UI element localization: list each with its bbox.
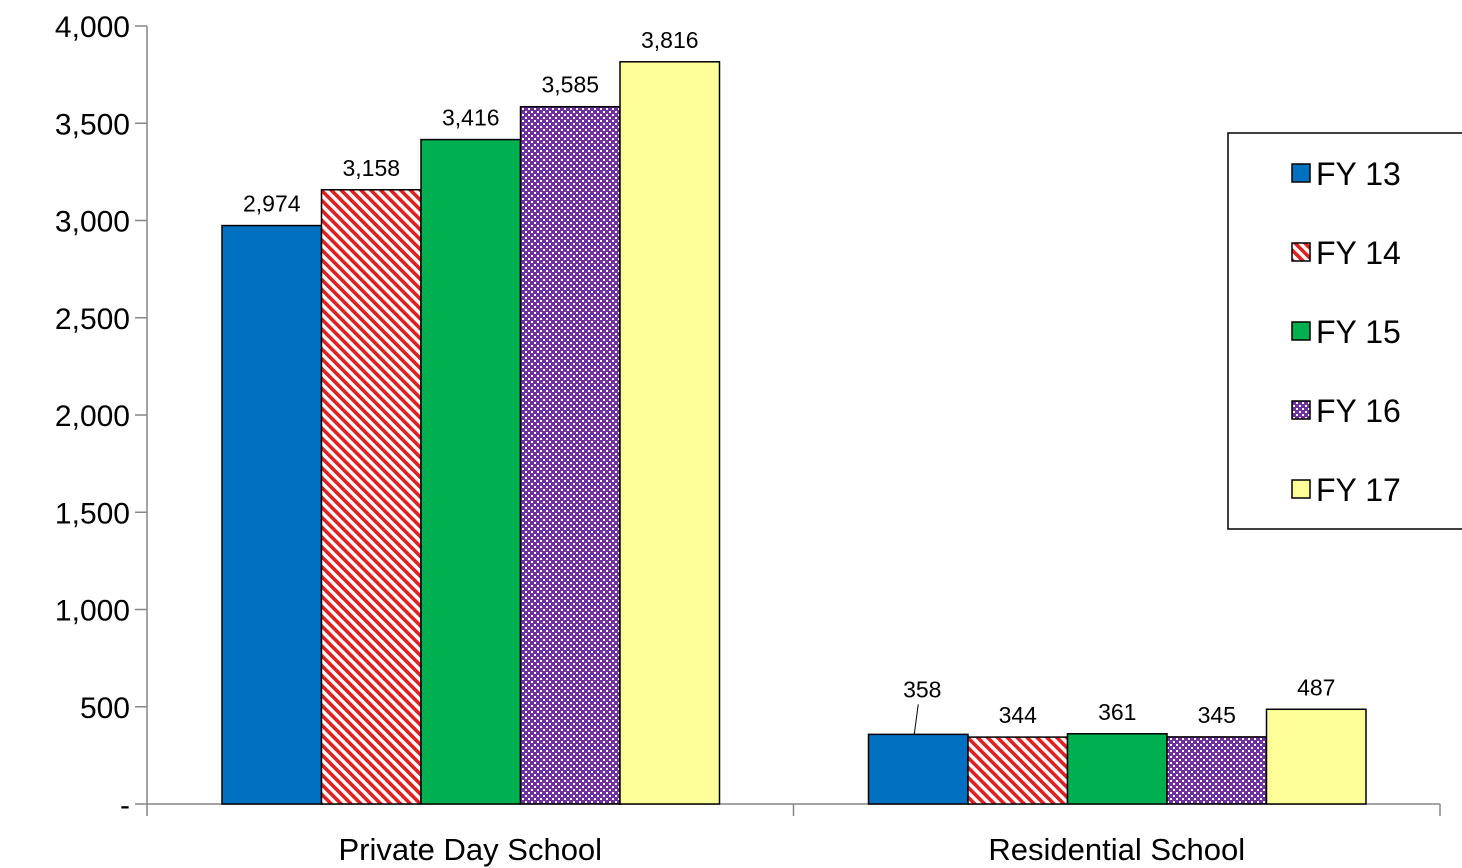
data-label: 345 [1198,702,1236,728]
bar [867,733,969,805]
y-tick-label: 2,000 [55,400,130,433]
legend-swatch [1291,479,1311,499]
bar [967,736,1069,805]
data-label-leader [913,704,919,735]
data-label: 358 [903,676,941,702]
y-tick-label: 500 [80,692,130,725]
data-label: 3,585 [541,72,599,98]
legend-swatch [1291,242,1311,262]
y-tick-label: 3,500 [55,108,130,141]
bar [519,105,621,805]
data-label: 2,974 [243,191,301,217]
y-tick-label: 1,000 [55,595,130,628]
category-label: Residential School [988,832,1245,867]
data-label: 3,158 [342,155,400,181]
legend-label: FY 15 [1316,314,1401,350]
bar [1066,733,1168,805]
legend-label: FY 17 [1316,472,1401,508]
data-label: 3,416 [442,105,500,131]
bar [1265,708,1367,805]
bar [420,138,522,805]
y-tick-label: 3,000 [55,206,130,239]
y-tick-label: 4,000 [55,11,130,44]
legend-label: FY 13 [1316,156,1401,192]
legend-label: FY 16 [1316,393,1401,429]
legend-swatch [1291,321,1311,341]
category-label: Private Day School [338,832,602,867]
y-tick-label: 2,500 [55,303,130,336]
legend-label: FY 14 [1316,235,1401,271]
data-label: 361 [1098,699,1136,725]
data-label: 344 [999,702,1038,728]
data-label: 487 [1297,674,1335,700]
legend-swatch [1291,400,1311,420]
legend-box [1227,132,1462,530]
y-tick-label: - [120,789,130,822]
bar [1166,736,1268,805]
bar [619,61,721,805]
data-label: 3,816 [641,27,699,53]
y-tick-label: 1,500 [55,497,130,530]
bar [221,224,323,805]
bar [320,189,422,805]
legend-swatch [1291,163,1311,183]
